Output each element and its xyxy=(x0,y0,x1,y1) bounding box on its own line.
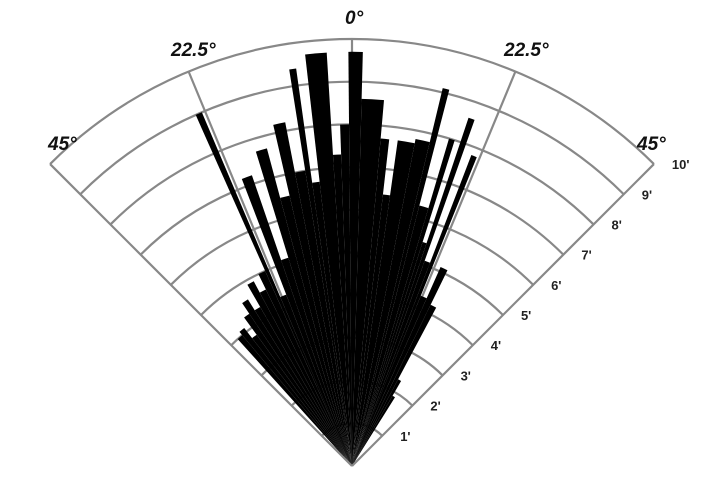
chart-outline xyxy=(49,163,655,467)
histogram-bar xyxy=(294,170,352,466)
angle-label-right-22: 22.5° xyxy=(503,40,549,61)
histogram-bar xyxy=(352,295,427,466)
histogram-bar xyxy=(258,270,352,466)
histogram-bar xyxy=(352,139,430,466)
histogram-bar xyxy=(195,112,352,466)
histogram-bar xyxy=(247,281,352,466)
radial-tick-label: 9' xyxy=(642,187,652,202)
histogram-bar xyxy=(352,304,437,466)
radial-tick-label: 2' xyxy=(430,399,440,414)
histogram-bar xyxy=(259,289,352,466)
angle-label-left-22: 22.5° xyxy=(170,40,216,61)
histogram-bar xyxy=(352,117,475,466)
radial-tick-label: 3' xyxy=(461,368,471,383)
histogram-bar xyxy=(352,140,415,466)
histogram-bar xyxy=(352,205,429,467)
angle-label-left-45: 45° xyxy=(47,134,77,155)
histogram-bar xyxy=(255,148,352,466)
radial-tick-label: 1' xyxy=(400,429,410,444)
histogram-bar xyxy=(352,260,431,466)
histogram-bar xyxy=(352,242,427,466)
histogram-bar xyxy=(352,379,402,466)
angle-label-right-45: 45° xyxy=(636,134,666,155)
histogram-bar xyxy=(244,313,352,466)
histogram-bar xyxy=(352,267,448,466)
histogram-bar xyxy=(252,334,352,466)
radial-tick-label: 4' xyxy=(491,338,501,353)
radial-tick-label: 8' xyxy=(612,217,622,232)
histogram-bar xyxy=(352,98,385,467)
histogram-bar xyxy=(305,52,352,466)
histogram-bar xyxy=(281,257,352,466)
radial-tick-label: 6' xyxy=(551,278,561,293)
histogram-bar xyxy=(289,68,352,467)
radial-tick-label: 7' xyxy=(581,248,591,263)
histogram-bar xyxy=(352,138,455,467)
histogram-bars xyxy=(195,51,477,467)
histogram-bar xyxy=(237,335,352,466)
histogram-bar xyxy=(352,395,395,466)
histogram-bar xyxy=(348,51,363,466)
histogram-bar xyxy=(352,155,477,466)
chart-labels: 45° 22.5° 0° 22.5° 45° 1' 2' 3' 4' 5' 6' 7' 8' 9… xyxy=(47,8,689,444)
angle-label-zero: 0° xyxy=(345,8,364,29)
histogram-bar xyxy=(242,299,352,466)
histogram-bar xyxy=(273,122,352,466)
histogram-bar xyxy=(352,88,450,466)
histogram-bar xyxy=(241,175,352,467)
histogram-bar xyxy=(352,194,391,466)
histogram-bar xyxy=(280,294,352,466)
histogram-bar xyxy=(352,138,390,466)
radial-tick-label: 10' xyxy=(672,157,690,172)
radial-tick-label: 5' xyxy=(521,308,531,323)
histogram-bar xyxy=(239,328,352,466)
sector-edge xyxy=(351,163,655,467)
histogram-bar xyxy=(254,306,352,466)
histogram-bar xyxy=(340,124,352,466)
histogram-bar xyxy=(312,181,352,466)
histogram-bar xyxy=(280,195,352,466)
histogram-bar xyxy=(332,154,352,466)
sector-edge xyxy=(49,163,353,467)
